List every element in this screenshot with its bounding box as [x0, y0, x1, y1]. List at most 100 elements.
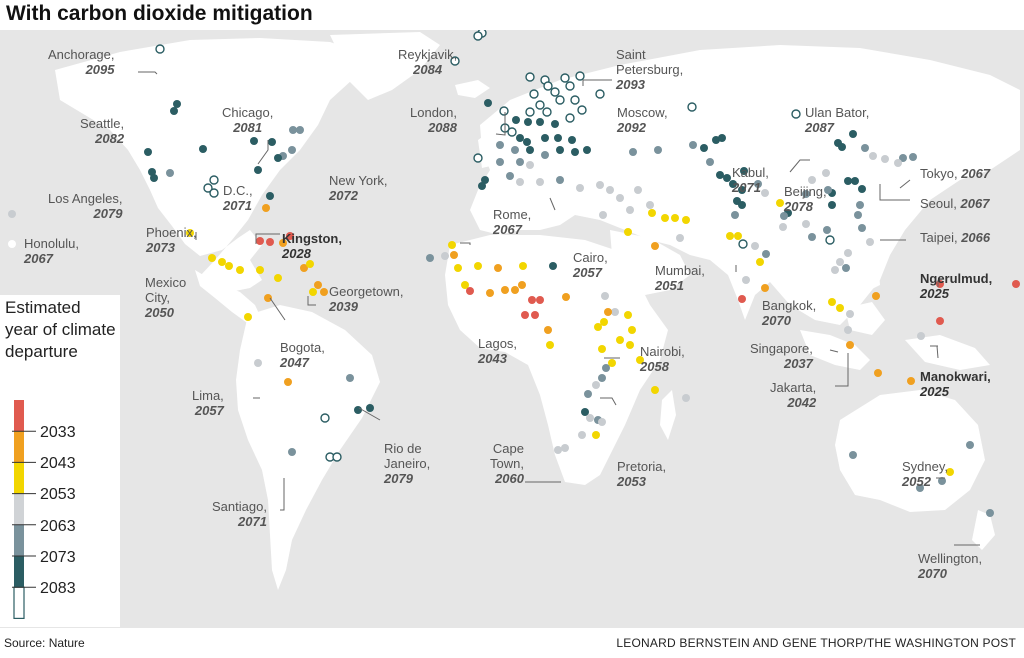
city-marker — [828, 201, 836, 209]
city-marker — [654, 146, 662, 154]
city-marker — [565, 81, 575, 91]
city-marker — [544, 326, 552, 334]
city-marker — [262, 204, 270, 212]
label-ulan-bator: Ulan Bator, 2087 — [805, 105, 870, 135]
city-marker — [844, 177, 852, 185]
city-marker — [754, 180, 762, 188]
label-saint-petersburg: Saint Petersburg, 2093 — [616, 47, 684, 92]
city-marker — [519, 262, 527, 270]
city-marker — [738, 186, 746, 194]
city-marker — [738, 201, 746, 209]
south-america-land — [236, 305, 380, 590]
city-marker — [144, 148, 152, 156]
label-taipei: Taipei, 2066 — [920, 230, 991, 245]
city-marker — [636, 356, 644, 364]
legend-swatch — [14, 493, 24, 525]
city-marker — [581, 408, 589, 416]
city-marker — [562, 293, 570, 301]
city-marker — [543, 81, 553, 91]
city-marker — [461, 281, 469, 289]
city-marker — [598, 345, 606, 353]
label-beijing: Beijing, 2078 — [784, 184, 827, 214]
city-marker — [844, 249, 852, 257]
city-marker — [606, 186, 614, 194]
city-marker — [481, 176, 489, 184]
city-marker — [512, 116, 520, 124]
city-marker — [529, 89, 539, 99]
label-moscow: Moscow, 2092 — [617, 105, 668, 135]
city-marker — [872, 292, 880, 300]
city-marker — [723, 174, 731, 182]
city-marker — [286, 232, 294, 240]
city-marker — [506, 172, 514, 180]
leader-line — [269, 297, 286, 321]
city-marker — [881, 155, 889, 163]
city-marker — [516, 134, 524, 142]
label-lagos: Lagos, 2043 — [478, 336, 518, 366]
city-marker — [496, 158, 504, 166]
city-marker — [734, 232, 742, 240]
label-mexico-city: Mexico City, 2050 — [145, 275, 187, 320]
city-marker — [551, 120, 559, 128]
city-marker — [611, 308, 619, 316]
label-santiago: Santiago, 2071 — [212, 499, 267, 529]
city-marker — [473, 153, 483, 163]
label-bangkok: Bangkok, 2070 — [762, 298, 817, 328]
city-marker — [170, 107, 178, 115]
city-marker — [474, 262, 482, 270]
city-marker — [858, 224, 866, 232]
city-marker — [849, 451, 857, 459]
city-marker — [802, 220, 810, 228]
city-marker — [256, 266, 264, 274]
city-marker — [776, 199, 784, 207]
city-marker — [279, 239, 287, 247]
city-marker — [426, 254, 434, 262]
leader-line — [829, 349, 839, 353]
city-marker — [296, 126, 304, 134]
city-marker — [575, 71, 585, 81]
city-marker — [554, 134, 562, 142]
city-marker — [314, 281, 322, 289]
city-marker — [496, 141, 504, 149]
city-marker — [528, 296, 536, 304]
city-marker — [306, 260, 314, 268]
city-marker — [511, 286, 519, 294]
city-marker — [526, 146, 534, 154]
leader-lines — [138, 71, 980, 546]
city-marker — [687, 102, 697, 112]
leader-line — [835, 353, 849, 387]
leader-line — [600, 397, 617, 406]
city-marker — [473, 31, 483, 41]
legend-swatch — [14, 524, 24, 556]
city-marker — [909, 153, 917, 161]
city-marker — [858, 185, 866, 193]
city-marker — [646, 201, 654, 209]
city-marker — [648, 209, 656, 217]
city-marker — [742, 276, 750, 284]
city-marker — [936, 317, 944, 325]
city-marker — [244, 313, 252, 321]
city-marker — [507, 127, 517, 137]
city-marker — [466, 287, 474, 295]
legend-tick-2073: 2073 — [40, 549, 76, 566]
city-marker — [626, 206, 634, 214]
city-marker — [309, 288, 317, 296]
label-cairo: Cairo, 2057 — [573, 250, 608, 280]
city-marker — [542, 107, 552, 117]
city-marker — [554, 446, 562, 454]
city-marker — [966, 441, 974, 449]
city-marker — [173, 100, 181, 108]
city-marker — [661, 214, 669, 222]
city-marker — [536, 118, 544, 126]
city-marker — [836, 304, 844, 312]
city-marker — [523, 138, 531, 146]
city-marker — [516, 158, 524, 166]
city-marker — [700, 144, 708, 152]
city-marker — [8, 210, 16, 218]
city-marker — [779, 223, 787, 231]
city-marker — [718, 134, 726, 142]
city-marker — [516, 178, 524, 186]
city-marker — [822, 169, 830, 177]
city-marker — [541, 151, 549, 159]
city-marker — [706, 158, 714, 166]
